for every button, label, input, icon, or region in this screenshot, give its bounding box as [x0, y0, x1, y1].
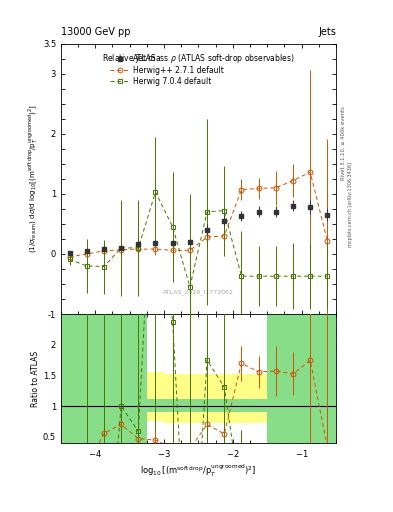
- Y-axis label: Ratio to ATLAS: Ratio to ATLAS: [31, 350, 40, 407]
- Y-axis label: $(1/\sigma_{\rm resum})$ d$\sigma$/d log$_{10}$[(m$^{\rm soft\,drop}$/p$_T^{\rm : $(1/\sigma_{\rm resum})$ d$\sigma$/d log…: [26, 104, 40, 253]
- Text: Jets: Jets: [318, 27, 336, 37]
- X-axis label: $\log_{10}$[(m$^{\rm soft\,drop}$/p$_T^{\rm ungroomed}$)$^2$]: $\log_{10}$[(m$^{\rm soft\,drop}$/p$_T^{…: [140, 463, 257, 479]
- Legend: ATLAS, Herwig++ 2.7.1 default, Herwig 7.0.4 default: ATLAS, Herwig++ 2.7.1 default, Herwig 7.…: [109, 53, 226, 88]
- Text: Relative jet mass $\rho$ (ATLAS soft-drop observables): Relative jet mass $\rho$ (ATLAS soft-dro…: [102, 52, 295, 65]
- Text: 13000 GeV pp: 13000 GeV pp: [61, 27, 130, 37]
- Text: ATLAS_2019_I1772062: ATLAS_2019_I1772062: [163, 289, 234, 295]
- Text: Rivet 3.1.10, ≥ 400k events: Rivet 3.1.10, ≥ 400k events: [341, 106, 346, 180]
- Text: mcplots.cern.ch [arXiv:1306.3436]: mcplots.cern.ch [arXiv:1306.3436]: [348, 162, 353, 247]
